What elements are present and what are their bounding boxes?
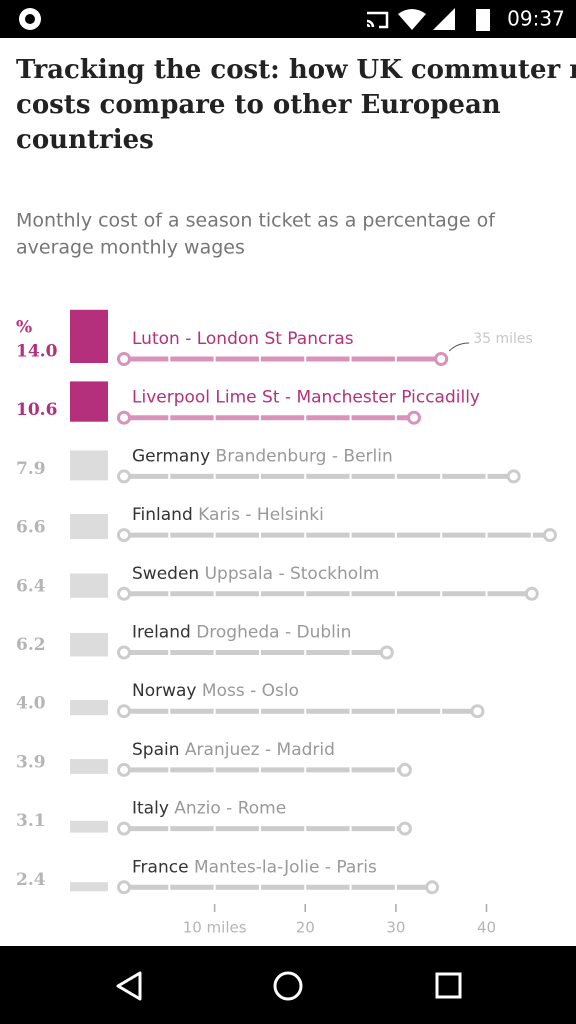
cost-bar	[70, 700, 108, 716]
value-label: 6.4	[16, 576, 46, 596]
value-label: 6.2	[16, 635, 46, 655]
annotation-arrow	[448, 342, 470, 352]
value-label: 3.9	[16, 752, 46, 772]
cost-bar	[70, 632, 108, 657]
x-tick-label: 30	[386, 919, 405, 937]
start-dot	[117, 880, 131, 895]
country-name: Germany	[132, 446, 210, 466]
cost-bar	[70, 450, 108, 481]
route-name: Brandenburg - Berlin	[216, 446, 393, 466]
route-name: Aranjuez - Madrid	[185, 740, 335, 760]
route-label: Luton - London St Pancras	[132, 329, 354, 349]
end-dot	[397, 762, 412, 777]
value-label: 14.0	[16, 342, 58, 362]
recents-button[interactable]	[435, 972, 462, 999]
start-dot	[117, 762, 131, 777]
route-label: France Mantes-la-Jolie - Paris	[132, 857, 377, 877]
x-tick-label: 40	[477, 919, 496, 937]
route-label: Sweden Uppsala - Stockholm	[132, 564, 379, 584]
cast-icon	[366, 11, 389, 29]
cost-bar	[70, 381, 108, 422]
signal-icon	[433, 8, 455, 30]
country-name: Spain	[132, 740, 180, 760]
country-name: Finland	[132, 505, 193, 525]
start-dot	[117, 704, 131, 719]
cost-bar	[70, 514, 108, 540]
route-label: Germany Brandenburg - Berlin	[132, 446, 393, 466]
start-dot	[117, 352, 131, 366]
start-dot	[117, 410, 131, 425]
country-name: Italy	[132, 799, 169, 819]
end-dot	[379, 645, 394, 660]
start-dot	[117, 586, 131, 601]
chart-title: countries	[16, 125, 154, 155]
battery-icon	[476, 9, 490, 31]
route-label: Liverpool Lime St - Manchester Piccadill…	[132, 388, 480, 408]
route-name: Mantes-la-Jolie - Paris	[194, 857, 377, 877]
nav-bar	[0, 946, 576, 1024]
x-tick-label: 20	[296, 919, 315, 937]
route-name: Anzio - Rome	[174, 799, 286, 819]
route-name: Karis - Helsinki	[198, 505, 324, 525]
end-dot	[542, 528, 557, 543]
route-label: Finland Karis - Helsinki	[132, 505, 324, 525]
route-label: Spain Aranjuez - Madrid	[132, 740, 335, 760]
value-unit: %	[16, 318, 32, 338]
end-dot	[470, 704, 485, 719]
end-dot	[506, 469, 521, 484]
route-name: Luton - London St Pancras	[132, 329, 354, 349]
start-dot	[117, 821, 131, 836]
clock: 09:37	[507, 7, 565, 31]
chart-title: Tracking the cost: how UK commuter rail	[16, 55, 576, 85]
country-name: Norway	[132, 681, 197, 701]
country-name: France	[132, 857, 189, 877]
country-name: Sweden	[132, 564, 199, 584]
route-name: Uppsala - Stockholm	[205, 564, 380, 584]
x-tick-label: 10 miles	[183, 919, 247, 937]
route-name: Moss - Oslo	[202, 681, 299, 701]
end-dot	[407, 410, 421, 425]
country-name: Ireland	[132, 623, 191, 643]
route-label: Norway Moss - Oslo	[132, 681, 299, 701]
value-label: 2.4	[16, 870, 46, 890]
cost-bar	[70, 882, 108, 892]
end-dot	[434, 352, 449, 366]
wifi-icon	[398, 9, 426, 30]
cost-bar	[70, 759, 108, 774]
app-icon-inner	[25, 14, 35, 24]
home-button[interactable]	[273, 971, 303, 1001]
value-label: 10.6	[16, 400, 57, 420]
end-dot	[397, 821, 412, 836]
value-label: 3.1	[16, 811, 46, 831]
cost-bar	[70, 309, 108, 363]
end-dot	[524, 586, 539, 601]
chart-title: costs compare to other European	[16, 90, 501, 120]
route-name: Liverpool Lime St - Manchester Piccadill…	[132, 388, 480, 408]
start-dot	[117, 469, 131, 484]
value-label: 7.9	[16, 459, 46, 479]
chart-subtitle: average monthly wages	[16, 237, 245, 259]
annotation: 35 miles	[473, 331, 533, 347]
back-button[interactable]	[116, 971, 142, 1001]
value-label: 4.0	[16, 694, 46, 714]
start-dot	[117, 528, 131, 543]
value-label: 6.6	[16, 518, 46, 538]
route-label: Italy Anzio - Rome	[132, 799, 286, 819]
start-dot	[117, 645, 131, 660]
route-label: Ireland Drogheda - Dublin	[132, 623, 351, 643]
end-dot	[425, 880, 440, 895]
cost-bar	[70, 573, 108, 598]
cost-bar	[70, 820, 108, 833]
chart-subtitle: Monthly cost of a season ticket as a per…	[16, 210, 496, 232]
route-name: Drogheda - Dublin	[196, 623, 351, 643]
